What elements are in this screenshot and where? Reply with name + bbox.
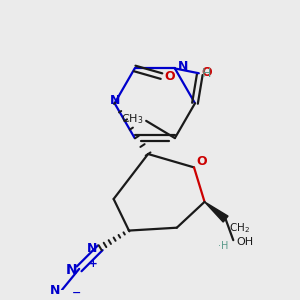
Polygon shape [205, 202, 228, 222]
Text: H: H [202, 67, 211, 80]
Text: O: O [196, 155, 207, 168]
Text: ·H: ·H [218, 241, 229, 251]
Text: +: + [89, 259, 98, 269]
Text: CH$_2$: CH$_2$ [230, 221, 250, 235]
Text: N: N [178, 60, 188, 73]
Text: O: O [164, 70, 175, 83]
Text: N: N [66, 263, 77, 277]
Text: CH$_3$: CH$_3$ [121, 112, 143, 126]
Text: O: O [202, 66, 212, 79]
Text: OH: OH [236, 237, 253, 247]
Text: N: N [50, 284, 60, 297]
Text: N: N [87, 242, 98, 255]
Text: N: N [110, 94, 120, 107]
Text: −: − [71, 288, 81, 298]
